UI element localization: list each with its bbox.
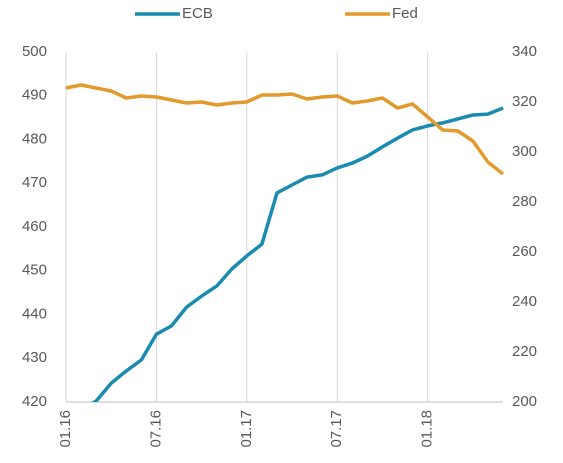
y2-tick-label: 340 [512,43,537,60]
x-tick-label: 07.17 [328,410,345,448]
data-line [91,106,504,402]
y-tick-label: 480 [22,130,47,147]
y-tick-label: 450 [22,262,47,279]
y2-tick-label: 320 [512,93,537,110]
y2-tick-label: 240 [512,293,537,310]
data-line [65,83,505,176]
x-tick-label: 01.16 [57,410,74,448]
y2-tick-label: 260 [512,243,537,260]
x-tick-label: 07.16 [147,410,164,448]
y2-tick-label: 280 [512,193,537,210]
y-tick-label: 430 [22,349,47,366]
y-tick-label: 470 [22,174,47,191]
y2-tick-label: 200 [512,393,537,410]
legend-label: Fed [392,5,418,22]
y-tick-label: 440 [22,305,47,322]
legend-label: ECB [182,5,213,22]
y2-tick-label: 220 [512,343,537,360]
y2-tick-label: 300 [512,143,537,160]
y-tick-label: 420 [22,393,47,410]
plot-area [65,83,505,402]
y-tick-label: 490 [22,87,47,104]
x-tick-label: 01.17 [238,410,255,448]
x-tick-label: 01.18 [419,410,436,448]
y-tick-label: 500 [22,43,47,60]
y-tick-label: 460 [22,218,47,235]
